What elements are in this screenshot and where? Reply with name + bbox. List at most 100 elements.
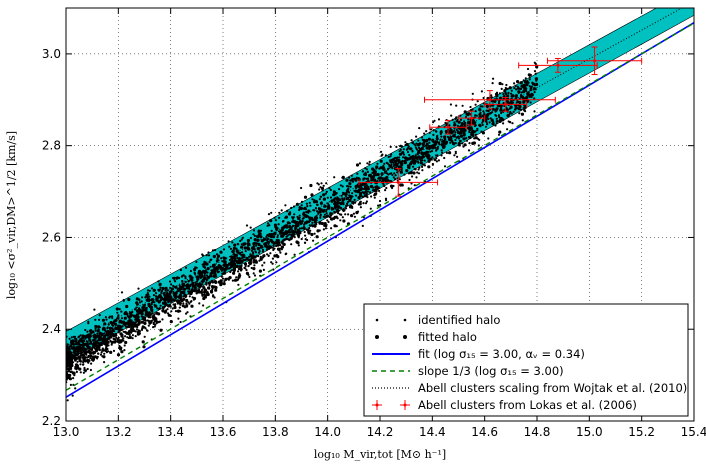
halo-point	[185, 286, 189, 290]
abell-cluster-point	[484, 96, 528, 112]
halo-point	[117, 336, 120, 339]
halo-point	[401, 151, 405, 155]
halo-point	[187, 280, 190, 283]
halo-point	[375, 165, 379, 169]
halo-point	[314, 207, 318, 210]
halo-point	[213, 280, 217, 284]
halo-point	[384, 189, 387, 192]
abell-marker	[470, 116, 474, 120]
halo-point	[69, 383, 72, 386]
halo-point	[171, 307, 174, 310]
halo-point	[199, 290, 203, 294]
halo-point	[188, 287, 191, 291]
halo-point	[520, 95, 524, 99]
halo-point	[221, 277, 225, 280]
halo-point	[490, 96, 493, 99]
halo-point	[144, 308, 148, 312]
halo-point	[412, 171, 416, 175]
halo-point	[330, 199, 334, 203]
halo-point	[407, 172, 410, 175]
halo-point	[174, 285, 178, 289]
halo-point	[320, 182, 323, 185]
halo-point	[82, 363, 85, 366]
halo-point	[251, 246, 255, 250]
halo-point	[395, 164, 399, 168]
halo-point	[71, 394, 74, 397]
halo-point	[496, 119, 499, 123]
halo-point	[361, 187, 365, 190]
halo-point	[262, 254, 266, 258]
halo-point	[190, 300, 193, 303]
halo-point	[471, 92, 474, 95]
halo-point	[237, 270, 240, 273]
halo-point	[263, 261, 266, 264]
halo-point	[524, 77, 527, 80]
halo-point	[238, 251, 242, 255]
halo-point	[269, 238, 273, 242]
abell-marker	[488, 98, 492, 102]
halo-point	[144, 310, 148, 314]
halo-point	[300, 200, 304, 203]
halo-point	[75, 370, 78, 373]
halo-point	[394, 174, 397, 177]
halo-point	[137, 308, 141, 312]
halo-point	[455, 104, 458, 107]
halo-point	[111, 324, 115, 327]
halo-point	[206, 267, 210, 271]
halo-point	[88, 338, 92, 342]
halo-point	[487, 137, 490, 140]
halo-point	[213, 273, 217, 277]
halo-point	[159, 288, 162, 291]
halo-point	[266, 224, 269, 227]
halo-point	[185, 283, 189, 287]
halo-point	[530, 93, 534, 97]
halo-point	[482, 96, 485, 100]
halo-point	[362, 202, 365, 205]
halo-point	[326, 202, 329, 205]
halo-point	[391, 167, 394, 170]
halo-point	[471, 141, 475, 145]
halo-point	[116, 353, 121, 357]
halo-point	[90, 349, 93, 352]
halo-point	[219, 250, 223, 254]
halo-point	[102, 339, 107, 343]
halo-point	[435, 149, 438, 152]
halo-point	[216, 269, 219, 272]
halo-point	[445, 151, 448, 154]
halo-point	[382, 177, 386, 181]
halo-point	[303, 223, 306, 226]
halo-point	[261, 248, 265, 251]
halo-point	[148, 305, 153, 309]
halo-point	[474, 103, 477, 106]
halo-point	[456, 124, 459, 127]
halo-point	[329, 188, 332, 192]
halo-point	[126, 321, 130, 325]
halo-point	[69, 366, 73, 370]
halo-point	[168, 290, 172, 294]
halo-point	[378, 199, 382, 203]
halo-point	[383, 162, 386, 165]
halo-point	[150, 308, 154, 312]
halo-point	[310, 232, 314, 237]
halo-point	[425, 154, 429, 158]
halo-point	[276, 247, 281, 251]
halo-point	[68, 345, 72, 348]
halo-point	[312, 239, 315, 242]
halo-point	[106, 329, 110, 334]
halo-point	[84, 370, 87, 373]
halo-point	[451, 141, 456, 146]
halo-point	[327, 220, 330, 224]
halo-point	[510, 112, 513, 115]
halo-point	[366, 162, 369, 165]
halo-point	[119, 347, 123, 351]
halo-point	[123, 316, 127, 320]
halo-point	[385, 170, 388, 173]
halo-point	[186, 311, 189, 314]
halo-point	[494, 124, 497, 127]
halo-point	[185, 302, 188, 305]
halo-point	[321, 209, 325, 213]
halo-point	[206, 278, 209, 281]
halo-point	[427, 137, 431, 141]
halo-point	[293, 253, 296, 256]
halo-point	[348, 205, 353, 209]
